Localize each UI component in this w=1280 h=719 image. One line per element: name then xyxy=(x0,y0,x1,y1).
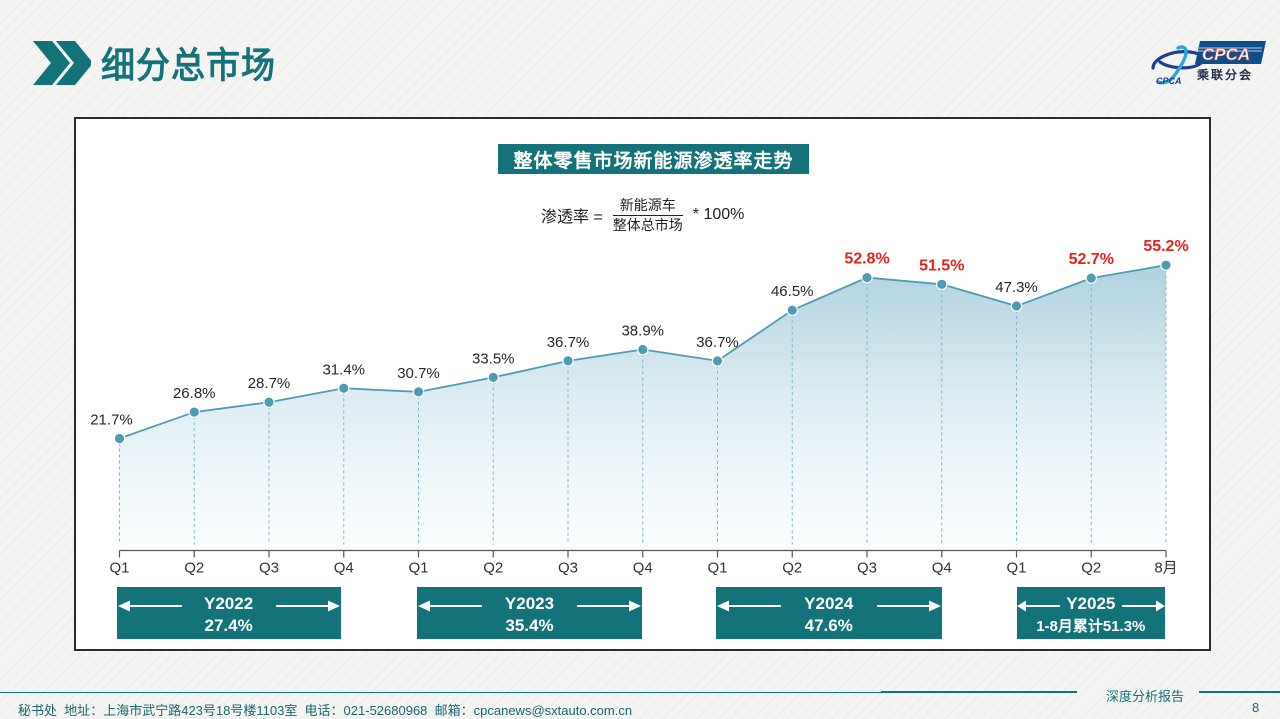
svg-text:8月: 8月 xyxy=(1154,560,1177,577)
svg-text:Q2: Q2 xyxy=(1081,560,1101,577)
svg-text:38.9%: 38.9% xyxy=(621,322,664,339)
svg-text:Q3: Q3 xyxy=(558,560,578,577)
svg-text:Q4: Q4 xyxy=(932,560,952,577)
svg-text:Q2: Q2 xyxy=(483,560,503,577)
svg-text:33.5%: 33.5% xyxy=(472,350,515,367)
svg-text:CPCA: CPCA xyxy=(1202,45,1250,64)
svg-text:52.8%: 52.8% xyxy=(844,251,889,268)
svg-text:31.4%: 31.4% xyxy=(322,361,365,378)
svg-text:55.2%: 55.2% xyxy=(1143,238,1188,255)
svg-text:52.7%: 52.7% xyxy=(1069,251,1114,268)
svg-text:36.7%: 36.7% xyxy=(696,334,739,351)
svg-text:47.3%: 47.3% xyxy=(995,279,1038,296)
svg-text:46.5%: 46.5% xyxy=(771,283,814,300)
svg-text:Q2: Q2 xyxy=(782,560,802,577)
svg-text:36.7%: 36.7% xyxy=(547,334,590,351)
svg-text:28.7%: 28.7% xyxy=(248,375,291,392)
svg-text:Q1: Q1 xyxy=(1006,560,1026,577)
svg-text:30.7%: 30.7% xyxy=(397,365,440,382)
svg-text:CPCA: CPCA xyxy=(1156,76,1182,86)
svg-text:Q3: Q3 xyxy=(857,560,877,577)
svg-text:26.8%: 26.8% xyxy=(173,385,216,402)
svg-text:Q3: Q3 xyxy=(259,560,279,577)
svg-text:Q1: Q1 xyxy=(408,560,428,577)
svg-text:Q1: Q1 xyxy=(707,560,727,577)
svg-text:21.7%: 21.7% xyxy=(90,411,133,428)
svg-text:Q4: Q4 xyxy=(633,560,653,577)
svg-text:Q4: Q4 xyxy=(334,560,354,577)
svg-text:Q1: Q1 xyxy=(109,560,129,577)
svg-text:51.5%: 51.5% xyxy=(919,257,964,274)
svg-text:Q2: Q2 xyxy=(184,560,204,577)
svg-text:乘联分会: 乘联分会 xyxy=(1196,67,1253,82)
